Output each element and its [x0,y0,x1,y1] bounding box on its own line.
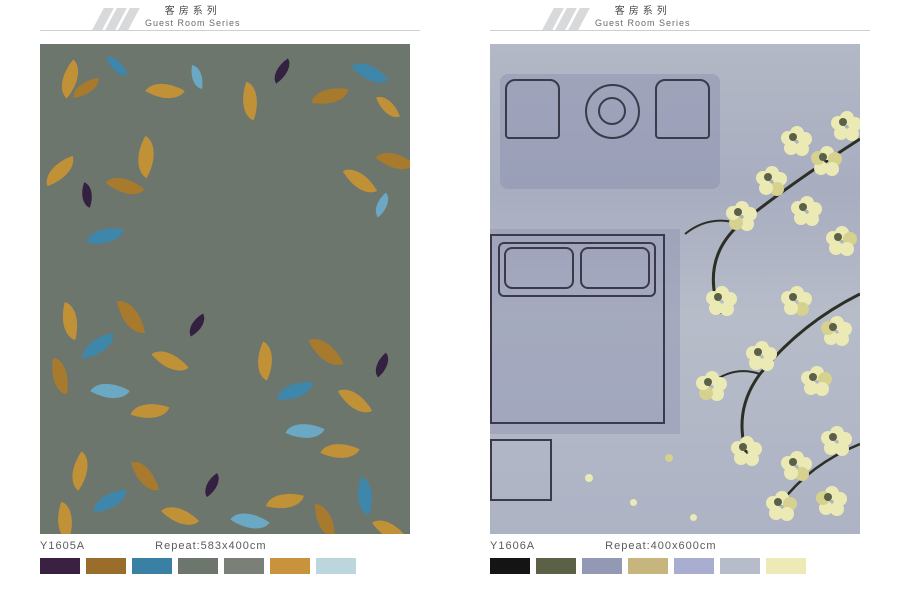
color-chip [270,558,310,574]
header-title-en: Guest Room Series [145,18,241,28]
color-chip [536,558,576,574]
page-header: 客房系列 Guest Room Series [450,6,900,34]
header-accent-stripes [548,8,584,30]
header-title-cn: 客房系列 [595,6,691,18]
petal-icon [630,499,637,506]
header-title-cn: 客房系列 [145,6,241,18]
page-header: 客房系列 Guest Room Series [0,6,450,34]
header-title-en: Guest Room Series [595,18,691,28]
header-title: 客房系列 Guest Room Series [145,6,241,28]
color-chip [490,558,530,574]
color-chip [316,558,356,574]
product-code: Y1605A [40,540,85,552]
catalog-page-right: 客房系列 Guest Room Series [450,0,900,597]
repeat-spec: Repeat:400x600cm [605,540,716,552]
swatch-meta-left: Y1605A Repeat:583x400cm [40,540,410,574]
carpet-swatch-right [490,44,860,534]
header-rule [40,30,420,31]
color-chip [86,558,126,574]
header-rule [490,30,870,31]
color-chip [674,558,714,574]
product-code: Y1606A [490,540,535,552]
catalog-page-left: 客房系列 Guest Room Series [0,0,450,597]
carpet-swatch-left [40,44,410,534]
color-chip [628,558,668,574]
header-title: 客房系列 Guest Room Series [595,6,691,28]
petal-icon [585,474,593,482]
color-chip [40,558,80,574]
color-palette-right [490,558,860,574]
color-chip [224,558,264,574]
color-chip [582,558,622,574]
petal-icon [665,454,673,462]
color-chip [766,558,806,574]
swatch-background [40,44,410,534]
color-chip [720,558,760,574]
swatch-meta-right: Y1606A Repeat:400x600cm [490,540,860,574]
color-chip [178,558,218,574]
color-chip [132,558,172,574]
petal-icon [690,514,697,521]
repeat-spec: Repeat:583x400cm [155,540,266,552]
header-accent-stripes [98,8,134,30]
color-palette-left [40,558,410,574]
